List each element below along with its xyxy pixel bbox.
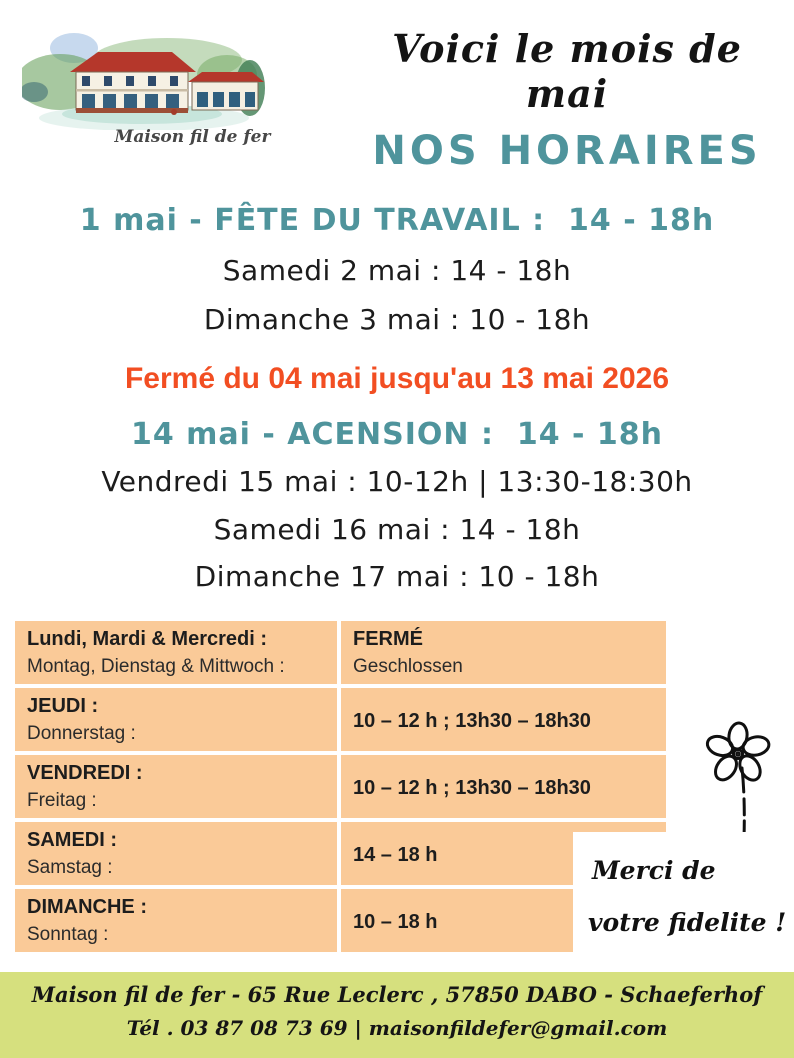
footer-address: Maison fil de fer - 65 Rue Leclerc , 578…: [31, 982, 763, 1007]
schedule-line-2mai: Samedi 2 mai : 14 - 18h: [222, 254, 572, 287]
table-row-monwed-label: Lundi, Mardi & Mercredi : Montag, Dienst…: [15, 621, 337, 684]
table-row-friday-value: 10 – 12 h ; 13h30 – 18h30: [341, 755, 666, 818]
table-row-thursday-value: 10 – 12 h ; 13h30 – 18h30: [341, 688, 666, 751]
footer-contact: Tél . 03 87 08 73 69 | maisonfildefer@gm…: [126, 1016, 668, 1040]
weekly-hours-table: Lundi, Mardi & Mercredi : Montag, Dienst…: [15, 621, 666, 952]
thanks-line-2: votre fidelite !: [588, 908, 787, 937]
table-row-monwed-value: FERMÉ Geschlossen: [341, 621, 666, 684]
schedule-line-14mai: 14 mai - ACENSION : 14 - 18h: [130, 417, 664, 452]
house-illustration: [22, 33, 265, 130]
logo-caption: Maison fil de fer: [114, 127, 271, 147]
schedule-line-3mai: Dimanche 3 mai : 10 - 18h: [203, 303, 591, 336]
header: Voici le mois de mai NOS HORAIRES: [350, 26, 784, 174]
page-title: Voici le mois de mai: [392, 26, 742, 116]
thanks-note-card: [573, 832, 794, 965]
table-row-saturday-label: SAMEDI : Samstag :: [15, 822, 337, 885]
table-row-thursday-label: JEUDI : Donnerstag :: [15, 688, 337, 751]
schedule-line-17mai: Dimanche 17 mai : 10 - 18h: [194, 560, 600, 593]
thanks-line-1: Merci de: [592, 856, 716, 885]
schedule-line-1mai: 1 mai - FÊTE DU TRAVAIL : 14 - 18h: [79, 203, 715, 238]
closure-notice: Fermé du 04 mai jusqu'au 13 mai 2026: [124, 362, 670, 395]
page-subtitle: NOS HORAIRES: [372, 128, 762, 174]
footer-banner: Maison fil de fer - 65 Rue Leclerc , 578…: [0, 972, 794, 1058]
table-row-friday-label: VENDREDI : Freitag :: [15, 755, 337, 818]
schedule-line-16mai: Samedi 16 mai : 14 - 18h: [213, 513, 581, 546]
schedule-line-15mai: Vendredi 15 mai : 10-12h | 13:30-18:30h: [101, 465, 693, 498]
table-row-sunday-label: DIMANCHE : Sonntag :: [15, 889, 337, 952]
